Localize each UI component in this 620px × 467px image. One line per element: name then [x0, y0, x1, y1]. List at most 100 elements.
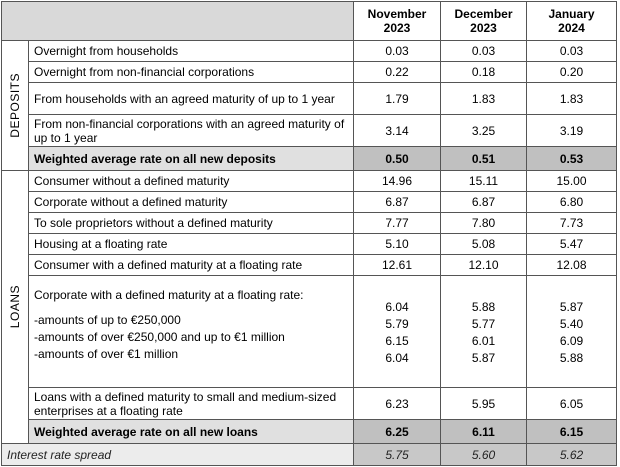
value: 6.09 [559, 334, 584, 348]
table-row: Corporate without a defined maturity 6.87… [2, 191, 617, 213]
value-cell: 6.23 [353, 387, 441, 420]
section-label: LOANS [1, 170, 29, 444]
value-cell: 5.47 [526, 233, 617, 255]
value-cell: 0.03 [440, 40, 527, 62]
table-row: To sole proprietors without a defined ma… [2, 212, 617, 234]
value-cell: 5.88 5.77 6.01 5.87 [440, 275, 527, 388]
header-corner [1, 1, 354, 41]
table-row: Weighted average rate on all new deposit… [2, 146, 617, 171]
value: 5.77 [471, 317, 496, 331]
value-cell: 1.83 [440, 82, 527, 115]
column-header: January 2024 [526, 1, 617, 41]
header-row: November 2023 December 2023 January 2024 [1, 1, 617, 41]
value-cell: 14.96 [353, 170, 441, 192]
value-cell: 5.08 [440, 233, 527, 255]
value-cell: 0.53 [526, 146, 617, 171]
value-cell: 0.22 [353, 61, 441, 83]
table-row: Overnight from non-financial corporation… [2, 61, 617, 83]
table-row: DEPOSITS Overnight from households 0.03 0.0… [1, 40, 617, 171]
value-cell: 0.20 [526, 61, 617, 83]
row-label: Corporate without a defined maturity [28, 191, 354, 213]
value-cell: 7.73 [526, 212, 617, 234]
value-cell: 7.77 [353, 212, 441, 234]
footer-row: Interest rate spread 5.75 5.60 5.62 [1, 443, 617, 466]
value-cell: 0.03 [353, 40, 441, 62]
column-title: November 2023 [367, 7, 427, 35]
column-title: January 2024 [548, 7, 595, 35]
value-cell: 0.51 [440, 146, 527, 171]
row-label: Housing at a floating rate [28, 233, 354, 255]
value: 5.87 [559, 300, 584, 314]
row-label: From non-financial corporations with an … [28, 114, 354, 147]
section-title: DEPOSITS [8, 73, 22, 138]
value-cell: 6.15 [526, 419, 617, 444]
table-row: From households with an agreed maturity … [2, 82, 617, 115]
table-row: LOANS Consumer without a defined maturity… [1, 170, 617, 444]
value-cell: 5.87 5.40 6.09 5.88 [526, 275, 617, 388]
column-header: December 2023 [440, 1, 527, 41]
value-cell: 6.87 [353, 191, 441, 213]
table-row: From non-financial corporations with an … [2, 114, 617, 147]
row-label: Weighted average rate on all new loans [28, 419, 354, 444]
value-cell: 15.11 [440, 170, 527, 192]
value-cell: 6.87 [440, 191, 527, 213]
value: 5.87 [471, 351, 496, 365]
sub-label: -amounts of up to €250,000 [34, 313, 181, 327]
column-header: November 2023 [353, 1, 441, 41]
row-label: Loans with a defined maturity to small a… [28, 387, 354, 420]
table-row: Corporate with a defined maturity at a f… [2, 275, 617, 388]
sub-label: -amounts of over €250,000 and up to €1 m… [34, 330, 285, 344]
value-cell: 7.80 [440, 212, 527, 234]
table-row: Weighted average rate on all new loans 6.… [2, 419, 617, 444]
value-cell: 6.04 5.79 6.15 6.04 [353, 275, 441, 388]
table-row: Consumer with a defined maturity at a fl… [2, 254, 617, 276]
value-cell: 3.19 [526, 114, 617, 147]
row-label: Corporate with a defined maturity at a f… [28, 275, 354, 388]
value: 5.88 [559, 351, 584, 365]
table-row: Loans with a defined maturity to small a… [2, 387, 617, 420]
value: 6.04 [385, 300, 409, 314]
value-cell: 6.11 [440, 419, 527, 444]
row-label: Weighted average rate on all new deposit… [28, 146, 354, 171]
footer-label: Interest rate spread [1, 443, 354, 466]
section-label: DEPOSITS [1, 40, 29, 171]
value-cell: 12.10 [440, 254, 527, 276]
row-label: Consumer with a defined maturity at a fl… [28, 254, 354, 276]
value-cell: 12.08 [526, 254, 617, 276]
value-cell: 0.03 [526, 40, 617, 62]
row-title: Corporate with a defined maturity at a f… [34, 288, 304, 302]
value-cell: 5.60 [440, 443, 527, 466]
sub-label: -amounts of over €1 million [34, 347, 179, 361]
value-cell: 15.00 [526, 170, 617, 192]
value-cell: 5.95 [440, 387, 527, 420]
value-cell: 6.05 [526, 387, 617, 420]
value: 5.40 [559, 317, 584, 331]
row-label: Overnight from non-financial corporation… [28, 61, 354, 83]
value-cell: 5.10 [353, 233, 441, 255]
value-cell: 5.75 [353, 443, 441, 466]
row-label: Overnight from households [28, 40, 354, 62]
row-label: From households with an agreed maturity … [28, 82, 354, 115]
value-cell: 12.61 [353, 254, 441, 276]
value-cell: 5.62 [526, 443, 617, 466]
value: 5.88 [471, 300, 496, 314]
column-title: December 2023 [454, 7, 513, 35]
value-cell: 0.18 [440, 61, 527, 83]
value-cell: 6.25 [353, 419, 441, 444]
value-cell: 3.14 [353, 114, 441, 147]
value-cell: 1.79 [353, 82, 441, 115]
table-row: Housing at a floating rate 5.10 5.08 5.47 [2, 233, 617, 255]
value-cell: 6.80 [526, 191, 617, 213]
value: 6.15 [385, 334, 409, 348]
section-title: LOANS [8, 285, 22, 329]
sub-labels: -amounts of up to €250,000 -amounts of ov… [34, 312, 348, 363]
row-label: To sole proprietors without a defined ma… [28, 212, 354, 234]
row-label: Consumer without a defined maturity [28, 170, 354, 192]
value: 6.01 [471, 334, 496, 348]
value-cell: 1.83 [526, 82, 617, 115]
value: 5.79 [385, 317, 409, 331]
value-cell: 0.50 [353, 146, 441, 171]
value-cell: 3.25 [440, 114, 527, 147]
